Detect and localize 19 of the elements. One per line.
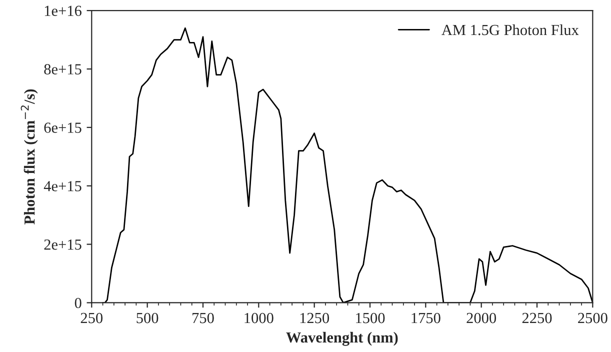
x-tick-label: 2500	[578, 312, 608, 324]
x-tick-label: 2250	[522, 312, 552, 324]
x-tick-label: 750	[192, 312, 214, 324]
x-tick-label: 500	[136, 312, 158, 324]
y-tick-label: 1e+16	[44, 6, 82, 16]
y-axis-title: Photon flux (cm$^{−2}$/s)	[20, 89, 38, 224]
x-tick-label: 250	[80, 312, 103, 324]
x-tick-label: 1000	[244, 312, 274, 324]
y-tick-label: 0	[74, 298, 82, 308]
y-tick-label: 2e+15	[44, 239, 82, 250]
y-tick-label: 4e+15	[44, 181, 82, 192]
x-axis-title: Wavelenght (nm)	[286, 332, 398, 346]
x-tick-label: 1750	[412, 312, 440, 324]
y-tick-label: 8e+15	[44, 64, 82, 74]
x-tick-label: 2000	[466, 312, 496, 324]
x-tick-label: 1500	[356, 312, 385, 324]
x-tick-label: 1250	[300, 312, 330, 324]
legend-label: AM 1.5G Photon Flux	[442, 24, 579, 36]
y-tick-label: 6e+15	[44, 122, 82, 133]
